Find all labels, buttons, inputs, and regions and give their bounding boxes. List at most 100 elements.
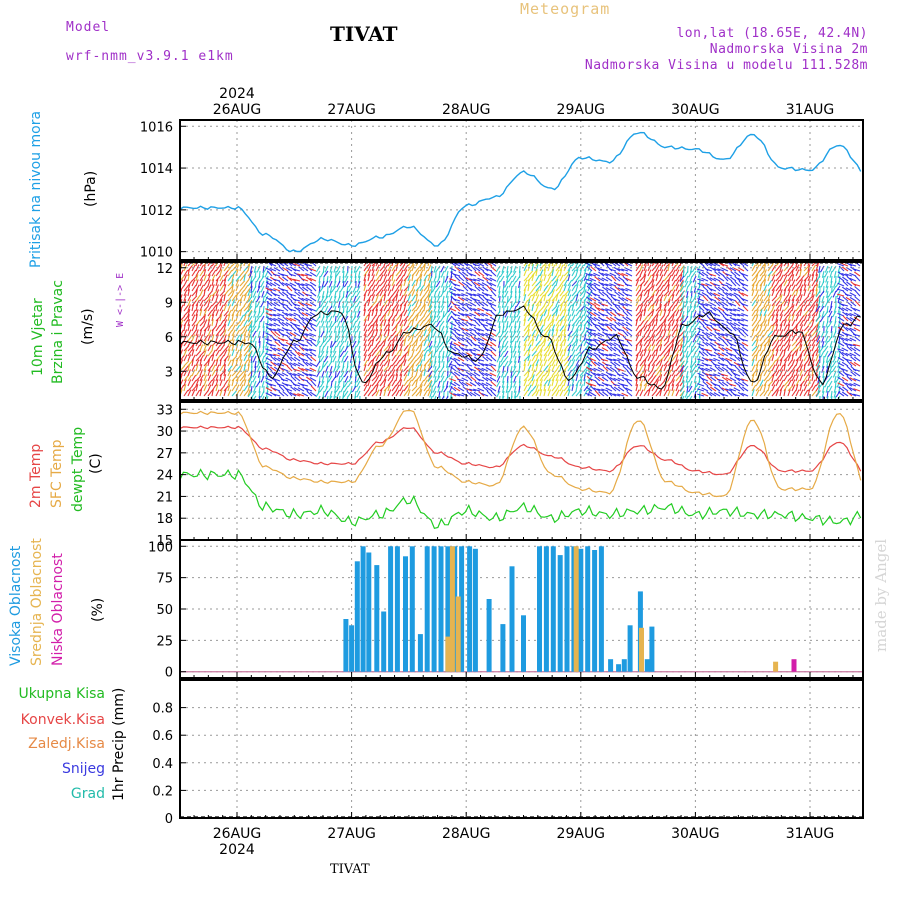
wind-barb xyxy=(845,293,853,297)
wind-barb xyxy=(269,301,277,307)
wind-barb xyxy=(379,299,383,307)
wind-barb xyxy=(320,315,325,323)
wind-barb xyxy=(531,369,536,377)
wind-barb xyxy=(815,354,819,362)
wind-barb xyxy=(323,280,329,288)
wind-barb xyxy=(833,390,837,398)
wind-barb xyxy=(721,366,729,372)
wind-barb xyxy=(647,269,652,277)
wind-barb xyxy=(807,284,811,292)
wind-barb xyxy=(771,359,777,367)
wind-barb xyxy=(539,284,543,292)
wind-barb xyxy=(243,284,249,292)
wind-barb xyxy=(203,379,208,387)
wind-barb xyxy=(622,365,629,372)
wind-barb xyxy=(211,364,216,372)
wind-barb xyxy=(428,290,433,298)
wind-barb xyxy=(265,381,273,387)
wind-barb xyxy=(383,335,389,342)
wind-barb xyxy=(469,322,477,327)
wind-barb xyxy=(842,381,849,387)
wind-barb xyxy=(590,290,597,297)
wind-barb xyxy=(497,340,501,348)
wind-barb xyxy=(191,354,196,362)
wind-barb xyxy=(613,393,621,397)
wind-barb xyxy=(199,329,203,337)
wind-barb xyxy=(763,279,767,287)
wind-barb xyxy=(367,324,373,332)
wind-barb xyxy=(457,301,465,307)
wind-barb xyxy=(680,390,685,398)
wind-barb xyxy=(287,262,293,267)
y-tick-label: 100 xyxy=(148,540,173,555)
wind-barb xyxy=(527,270,534,277)
wind-barb xyxy=(383,324,388,332)
wind-barb xyxy=(853,371,861,377)
wind-barb xyxy=(481,363,489,367)
wind-barb xyxy=(419,339,424,347)
wind-barb xyxy=(203,374,208,382)
wind-barb xyxy=(815,339,821,347)
wind-barb xyxy=(841,391,849,397)
wind-barb xyxy=(183,365,189,372)
wind-barb xyxy=(655,330,661,337)
wind-barb xyxy=(436,275,441,283)
wind-barb xyxy=(811,294,815,302)
wind-barb xyxy=(563,290,570,297)
wind-barb xyxy=(829,365,833,373)
wind-barb xyxy=(821,360,825,368)
wind-barb xyxy=(709,297,717,302)
wind-barb xyxy=(235,269,239,277)
wind-barb xyxy=(207,279,211,287)
wind-barb xyxy=(469,331,477,337)
wind-barb xyxy=(248,345,253,353)
wind-barb xyxy=(259,350,265,358)
wind-barb xyxy=(207,304,213,312)
wind-barb xyxy=(297,291,305,297)
wind-barb xyxy=(609,272,617,277)
wind-barb xyxy=(563,339,567,347)
wind-barb xyxy=(667,278,670,287)
wind-barb xyxy=(613,303,621,307)
wind-barb xyxy=(231,390,237,397)
wind-barb xyxy=(371,334,377,342)
wind-barb xyxy=(575,305,582,312)
wind-barb xyxy=(713,267,721,272)
wind-barb xyxy=(496,275,501,283)
wind-barb xyxy=(853,361,861,367)
wind-barb xyxy=(697,366,705,372)
wind-barb xyxy=(621,372,629,377)
wind-barb xyxy=(734,376,741,382)
wind-barb xyxy=(301,343,309,347)
wind-barb xyxy=(469,372,477,377)
wind-barb xyxy=(423,389,429,397)
wind-barb xyxy=(803,319,808,327)
wind-barb xyxy=(328,315,333,323)
wind-barb xyxy=(779,319,785,327)
wind-barb xyxy=(199,379,203,387)
wind-barb xyxy=(375,279,380,287)
wind-barb xyxy=(423,324,429,332)
wind-barb xyxy=(411,289,416,297)
wind-barb xyxy=(706,385,713,392)
wind-barb xyxy=(751,284,755,292)
wind-barb xyxy=(713,347,721,352)
wind-barb xyxy=(195,279,199,287)
wind-barb xyxy=(470,376,477,382)
wind-barb xyxy=(606,325,613,332)
wind-barb xyxy=(807,330,813,337)
wind-barb xyxy=(709,373,717,377)
wind-barb xyxy=(551,324,556,332)
wind-barb xyxy=(671,339,675,347)
high-cloud-bar xyxy=(592,550,598,672)
wind-barb xyxy=(635,284,640,292)
wind-barb xyxy=(345,305,349,313)
wind-barb xyxy=(395,304,400,312)
wind-barb xyxy=(391,390,397,397)
wind-barb xyxy=(618,361,625,367)
wind-barb xyxy=(626,391,633,397)
wind-barb xyxy=(555,274,560,282)
wind-barb xyxy=(787,354,792,362)
wind-barb xyxy=(474,380,481,387)
wind-barb xyxy=(490,380,497,387)
